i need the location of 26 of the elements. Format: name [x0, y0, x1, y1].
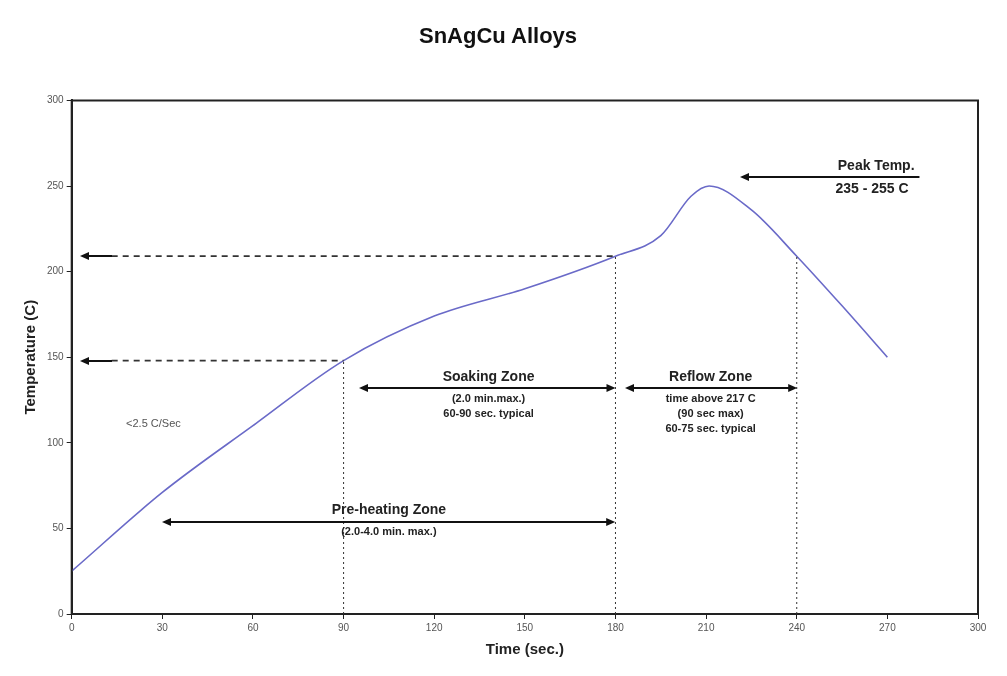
x-tick-label: 60 — [247, 621, 259, 633]
y-tick-label: 300 — [47, 94, 65, 106]
y-tick-label: 0 — [58, 607, 65, 619]
chart-title: SnAgCu Alloys — [418, 23, 578, 49]
x-tick-label: 180 — [607, 621, 625, 633]
x-tick-label: 270 — [879, 621, 897, 633]
y-tick-label: 150 — [47, 350, 65, 362]
x-tick-label: 30 — [156, 621, 169, 633]
x-tick-label: 150 — [516, 621, 534, 633]
annotation: Soaking Zone (2.0 min.max.) 60-90 sec. typical — [442, 367, 535, 419]
y-axis-title: Temperature (C) — [21, 299, 39, 415]
x-tick-label: 90 — [338, 621, 350, 633]
y-tick-label: 100 — [47, 436, 65, 448]
x-tick-label: 0 — [68, 621, 75, 633]
y-tick-label: 50 — [52, 522, 65, 534]
annotation: Pre-heating Zone (2.0-4.0 min. max.) — [331, 501, 447, 538]
annotation: Reflow Zone time above 217 C (90 sec max) 60-75 sec. typical — [665, 367, 756, 434]
y-tick-label: 200 — [47, 265, 65, 277]
x-tick-label: 120 — [425, 621, 443, 633]
x-tick-label: 240 — [788, 621, 806, 633]
annotation: Peak Temp. 235 - 255 C — [835, 157, 915, 197]
annotation: <2.5 C/Sec — [126, 417, 182, 429]
y-tick-label: 250 — [47, 179, 65, 191]
x-tick-label: 210 — [697, 621, 715, 633]
x-axis-title: Time (sec.) — [485, 640, 564, 658]
x-tick-label: 300 — [969, 621, 987, 633]
